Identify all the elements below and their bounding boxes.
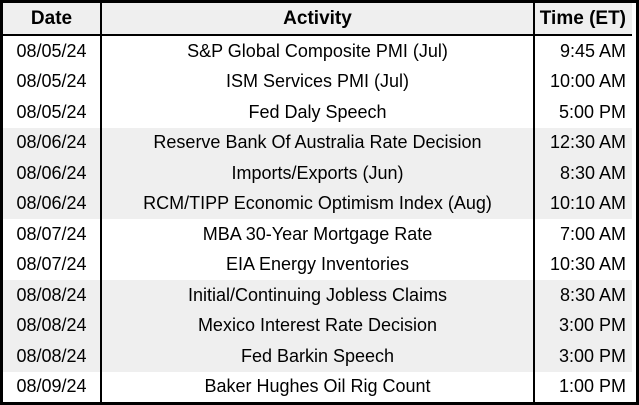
table-cell-time: 1:00 PM: [533, 371, 632, 402]
table-cell-date: 08/05/24: [3, 66, 100, 97]
table-cell-activity: S&P Global Composite PMI (Jul): [100, 36, 533, 67]
table-cell-time: 3:00 PM: [533, 310, 632, 341]
table-cell-time: 8:30 AM: [533, 158, 632, 189]
table-cell-time: 9:45 AM: [533, 36, 632, 67]
table-cell-date: 08/05/24: [3, 97, 100, 128]
table-cell-time: 10:00 AM: [533, 66, 632, 97]
table-cell-activity: ISM Services PMI (Jul): [100, 66, 533, 97]
table-cell-time: 10:10 AM: [533, 188, 632, 219]
table-cell-time: 12:30 AM: [533, 127, 632, 158]
table-cell-activity: RCM/TIPP Economic Optimism Index (Aug): [100, 188, 533, 219]
table-cell-activity: MBA 30-Year Mortgage Rate: [100, 219, 533, 250]
table-cell-time: 3:00 PM: [533, 341, 632, 372]
table-cell-date: 08/08/24: [3, 280, 100, 311]
table-cell-activity: Imports/Exports (Jun): [100, 158, 533, 189]
table-cell-date: 08/08/24: [3, 341, 100, 372]
table-cell-activity: Initial/Continuing Jobless Claims: [100, 280, 533, 311]
column-header-date: Date: [3, 3, 100, 36]
table-cell-activity: Mexico Interest Rate Decision: [100, 310, 533, 341]
table-cell-time: 10:30 AM: [533, 249, 632, 280]
column-header-activity: Activity: [100, 3, 533, 36]
table-cell-time: 7:00 AM: [533, 219, 632, 250]
table-cell-activity: Baker Hughes Oil Rig Count: [100, 371, 533, 402]
table-cell-date: 08/06/24: [3, 188, 100, 219]
table-cell-activity: Fed Barkin Speech: [100, 341, 533, 372]
table-cell-activity: Reserve Bank Of Australia Rate Decision: [100, 127, 533, 158]
column-header-time: Time (ET): [533, 3, 632, 36]
table-cell-date: 08/07/24: [3, 249, 100, 280]
table-cell-date: 08/07/24: [3, 219, 100, 250]
table-cell-activity: Fed Daly Speech: [100, 97, 533, 128]
table-cell-date: 08/09/24: [3, 371, 100, 402]
table-cell-time: 8:30 AM: [533, 280, 632, 311]
table-cell-date: 08/06/24: [3, 127, 100, 158]
table-cell-date: 08/05/24: [3, 36, 100, 67]
table-cell-date: 08/06/24: [3, 158, 100, 189]
table-cell-time: 5:00 PM: [533, 97, 632, 128]
table-cell-date: 08/08/24: [3, 310, 100, 341]
table-cell-activity: EIA Energy Inventories: [100, 249, 533, 280]
